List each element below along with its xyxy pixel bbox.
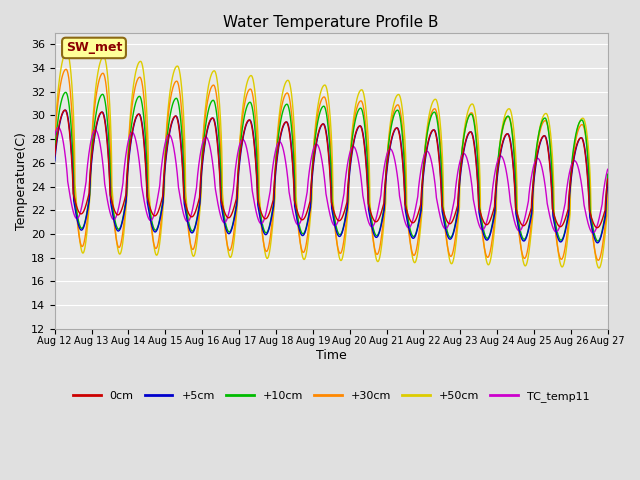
X-axis label: Time: Time <box>316 349 347 362</box>
Legend: 0cm, +5cm, +10cm, +30cm, +50cm, TC_temp11: 0cm, +5cm, +10cm, +30cm, +50cm, TC_temp1… <box>68 386 594 406</box>
Text: SW_met: SW_met <box>66 41 122 54</box>
Y-axis label: Temperature(C): Temperature(C) <box>15 132 28 229</box>
Title: Water Temperature Profile B: Water Temperature Profile B <box>223 15 439 30</box>
